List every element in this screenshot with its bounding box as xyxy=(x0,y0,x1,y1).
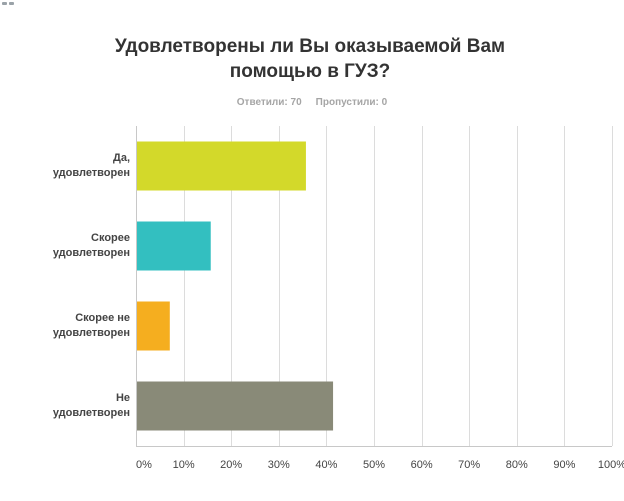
response-stats: Ответили: 70 Пропустили: 0 xyxy=(0,97,624,108)
x-tick-label-10: 10% xyxy=(173,459,195,471)
x-tick-label-30: 30% xyxy=(268,459,290,471)
x-tick-label-70: 70% xyxy=(458,459,480,471)
corner-mark xyxy=(0,0,22,6)
category-label-line: удовлетворен xyxy=(52,327,130,339)
x-tick-label-80: 80% xyxy=(506,459,528,471)
x-tick-label-100: 100% xyxy=(598,459,624,471)
x-tick-label-90: 90% xyxy=(553,459,575,471)
bar-1 xyxy=(137,141,306,191)
answered-count: Ответили: 70 xyxy=(236,97,302,108)
category-label-line: Скорее xyxy=(91,232,130,244)
chart-title: Удовлетворены ли Вы оказываемой Вам помо… xyxy=(114,36,506,82)
skipped-count: Пропустили: 0 xyxy=(315,97,388,108)
category-label-3: Скорее не удовлетворен xyxy=(12,311,130,341)
category-label-line: удовлетворен xyxy=(52,407,130,419)
category-label-line: удовлетворен xyxy=(52,247,130,259)
category-label-2: Скорее удовлетворен xyxy=(12,231,130,261)
x-tick-label-20: 20% xyxy=(220,459,242,471)
bar-2 xyxy=(137,221,211,271)
bar-4 xyxy=(137,381,334,431)
category-label-4: Не удовлетворен xyxy=(12,391,130,421)
category-label-1: Да, удовлетворен xyxy=(12,151,130,181)
bar-3 xyxy=(137,301,170,351)
x-tick-label-60: 60% xyxy=(411,459,433,471)
x-tick-label-40: 40% xyxy=(315,459,337,471)
x-tick-label-50: 50% xyxy=(363,459,385,471)
category-label-line: Да, xyxy=(112,152,130,164)
x-tick-label-0: 0% xyxy=(136,459,152,471)
category-label-line: Не xyxy=(115,392,130,404)
category-label-line: удовлетворен xyxy=(52,167,130,179)
category-label-line: Скорее не xyxy=(75,312,130,324)
